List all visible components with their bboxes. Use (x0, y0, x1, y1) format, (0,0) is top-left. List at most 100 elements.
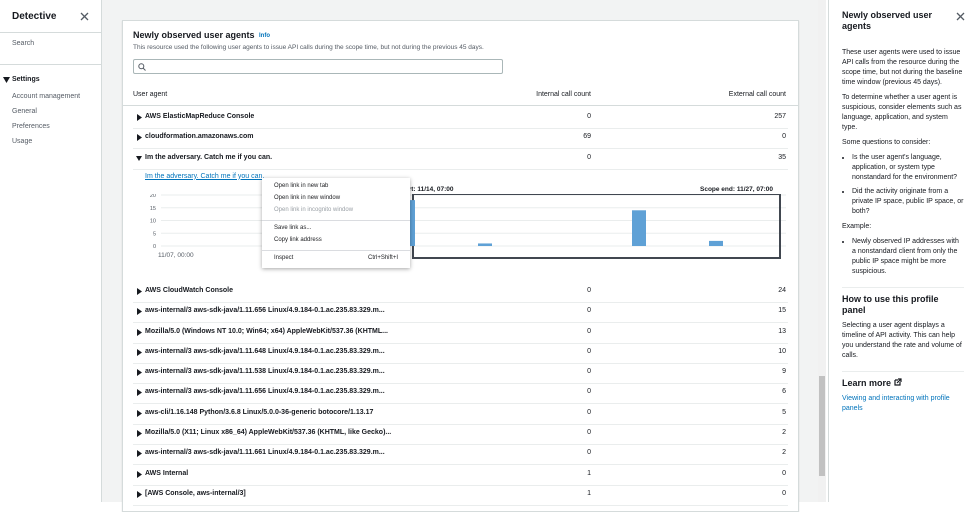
expand-caret[interactable] (136, 287, 142, 295)
divider (133, 342, 788, 344)
help-bullet: Newly observed IP addresses with a nonst… (852, 237, 964, 277)
divider (133, 128, 788, 129)
search-box[interactable] (133, 59, 503, 74)
help-panel: Newly observed user agents These user ag… (828, 0, 974, 502)
menu-item[interactable]: Inspect (274, 255, 294, 261)
internal-count: 0 (587, 347, 591, 355)
y-tick-label: 15 (150, 205, 156, 211)
table-row[interactable]: aws-internal/3 aws-sdk-java/1.11.656 Lin… (123, 302, 798, 322)
table-row[interactable]: AWS CloudWatch Console 0 24 (123, 282, 798, 302)
info-link[interactable]: Info (259, 33, 270, 39)
menu-separator (262, 250, 410, 251)
divider (133, 148, 788, 150)
expand-caret[interactable] (136, 490, 142, 498)
external-count: 15 (778, 307, 786, 315)
internal-count: 69 (583, 133, 591, 141)
nav-item[interactable]: Search (12, 40, 35, 47)
scrollbar-thumb[interactable] (819, 376, 825, 476)
internal-count: 0 (587, 307, 591, 315)
bar (478, 243, 492, 246)
expand-caret[interactable] (136, 155, 142, 162)
caret-shape (137, 134, 142, 142)
expand-caret[interactable] (136, 134, 142, 142)
expand-caret[interactable] (136, 308, 142, 316)
expand-caret[interactable] (136, 328, 142, 336)
column-header: External call count (728, 91, 786, 98)
expand-caret[interactable] (136, 369, 142, 377)
caret-shape (137, 409, 142, 417)
example-list: Newly observed IP addresses with a nonst… (842, 237, 964, 277)
table-row[interactable]: aws-internal/3 aws-sdk-java/1.11.661 Lin… (123, 444, 798, 464)
divider (133, 301, 788, 303)
scope-start: Scope start: 11/14, 07:00 (378, 185, 454, 193)
menu-item[interactable]: Open link in new window (274, 195, 341, 201)
expand-caret[interactable] (136, 470, 142, 478)
timeline-chart: 0 5 10 15 20 11/07, 00:00 (150, 193, 786, 259)
table-row[interactable]: aws-internal/3 aws-sdk-java/1.11.648 Lin… (123, 343, 798, 363)
external-count: 5 (782, 408, 786, 416)
help-heading: Learn more (842, 378, 964, 388)
table-row[interactable]: Mozilla/5.0 (Windows NT 10.0; Win64; x64… (123, 323, 798, 343)
help-link[interactable]: Viewing and interacting with profile pan… (842, 395, 950, 412)
external-count: 24 (778, 286, 786, 294)
table-row[interactable]: Im the adversary. Catch me if you can. 0 3… (123, 149, 798, 169)
external-count: 0 (782, 489, 786, 497)
menu-item[interactable]: Save link as... (274, 225, 312, 231)
table-row[interactable]: AWS Internal 1 0 (123, 465, 798, 485)
detail-link[interactable]: Im the adversary. Catch me if you can. (145, 172, 265, 180)
expand-caret[interactable] (136, 348, 142, 356)
internal-count: 0 (587, 388, 591, 396)
caret-shape (137, 328, 142, 336)
context-menu: Open link in new tab Open link in new win… (262, 178, 410, 268)
user-agent: aws-internal/3 aws-sdk-java/1.11.661 Lin… (145, 449, 385, 457)
divider (133, 484, 788, 486)
table-row[interactable]: aws-internal/3 aws-sdk-java/1.11.656 Lin… (123, 383, 798, 403)
card-title: Newly observed user agents (133, 30, 255, 40)
column-header: Internal call count (536, 91, 591, 98)
divider (0, 64, 101, 65)
expand-caret[interactable] (136, 430, 142, 437)
scrollbar[interactable] (818, 0, 826, 502)
expand-caret[interactable] (136, 114, 142, 121)
user-agent: cloudformation.amazonaws.com (145, 133, 254, 141)
help-bullet: Is the user agent's language, applicatio… (852, 153, 964, 183)
side-nav: Detective Search Settings Account manage… (0, 0, 102, 502)
expand-caret[interactable] (136, 409, 142, 417)
nav-item[interactable]: Usage (12, 138, 33, 145)
table-row[interactable]: AWS ElasticMapReduce Console 0 257 (123, 108, 798, 128)
learn-more: Learn more (842, 378, 892, 388)
caret-shape (137, 287, 142, 295)
divider (133, 464, 788, 466)
table-row[interactable]: Mozilla/5.0 (X11; Linux x86_64) AppleWeb… (123, 424, 798, 444)
table-row[interactable]: aws-cli/1.16.148 Python/3.6.8 Linux/5.0.… (123, 404, 798, 424)
nav-item[interactable]: Preferences (12, 123, 50, 130)
expand-caret[interactable] (136, 389, 142, 397)
description: This resource used the following user ag… (133, 44, 484, 51)
divider (133, 403, 788, 405)
user-agent: aws-cli/1.16.148 Python/3.6.8 Linux/5.0.… (145, 408, 374, 416)
user-agent: Mozilla/5.0 (Windows NT 10.0; Win64; x64… (145, 327, 388, 335)
help-text: Some questions to consider: (842, 139, 931, 146)
internal-count: 0 (587, 113, 591, 120)
table-row[interactable]: cloudformation.amazonaws.com 69 0 (123, 128, 798, 148)
nav-section[interactable]: Settings (12, 76, 40, 83)
external-count: 0 (782, 133, 786, 141)
menu-item[interactable]: Copy link address (274, 237, 322, 243)
expand-caret[interactable] (136, 450, 142, 458)
nav-item[interactable]: Account management (12, 93, 81, 100)
user-agent: aws-internal/3 aws-sdk-java/1.11.656 Lin… (145, 307, 385, 315)
table-row[interactable]: [AWS Console, aws-internal/3] 1 0 (123, 485, 798, 505)
menu-item[interactable]: Open link in new tab (274, 183, 329, 189)
nav-item[interactable]: General (12, 108, 37, 115)
close-icon[interactable] (956, 12, 965, 21)
internal-count: 1 (587, 489, 591, 497)
user-agent: AWS CloudWatch Console (145, 286, 234, 294)
table-row[interactable]: aws-internal/3 aws-sdk-java/1.11.538 Lin… (123, 363, 798, 383)
close-icon[interactable] (80, 12, 89, 21)
menu-separator (262, 220, 410, 221)
caret-shape (137, 430, 142, 437)
caret-shape (137, 450, 142, 458)
divider (123, 105, 798, 106)
external-icon (893, 378, 902, 386)
